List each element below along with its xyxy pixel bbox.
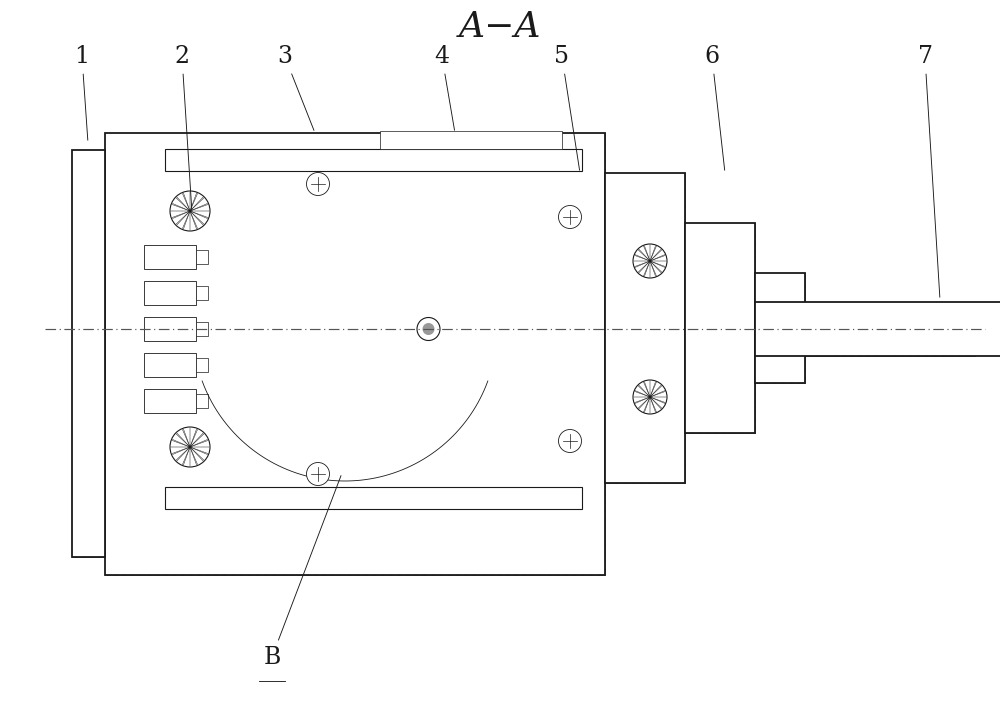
- Bar: [680, 304, 758, 354]
- Text: 7: 7: [918, 46, 940, 298]
- Text: 6: 6: [704, 46, 725, 170]
- Bar: [605, 173, 685, 483]
- Bar: [685, 223, 755, 433]
- Circle shape: [422, 323, 434, 335]
- Bar: [196, 358, 208, 372]
- Circle shape: [170, 427, 210, 467]
- Bar: [144, 317, 196, 341]
- Bar: [196, 322, 208, 336]
- Bar: [562, 291, 620, 367]
- Text: 1: 1: [74, 46, 90, 140]
- Bar: [270, 217, 587, 247]
- Bar: [165, 487, 582, 509]
- Bar: [605, 257, 685, 401]
- Bar: [144, 389, 196, 413]
- Text: 3: 3: [278, 46, 314, 130]
- Bar: [295, 217, 562, 441]
- Bar: [380, 131, 562, 149]
- Bar: [105, 133, 605, 575]
- Text: 5: 5: [554, 46, 580, 170]
- Text: 2: 2: [174, 46, 192, 210]
- Bar: [165, 149, 582, 171]
- Bar: [605, 173, 685, 483]
- Circle shape: [417, 317, 440, 341]
- Bar: [685, 223, 755, 433]
- Bar: [72, 150, 105, 557]
- Bar: [144, 245, 196, 269]
- Bar: [755, 273, 805, 383]
- Bar: [144, 281, 196, 305]
- Bar: [196, 250, 208, 264]
- Bar: [196, 286, 208, 300]
- Circle shape: [170, 191, 210, 231]
- Circle shape: [633, 244, 667, 278]
- Text: A−A: A−A: [459, 10, 541, 44]
- Bar: [105, 133, 605, 575]
- Bar: [755, 302, 1000, 356]
- Circle shape: [306, 462, 330, 486]
- Circle shape: [306, 173, 330, 195]
- Bar: [165, 487, 582, 509]
- Text: B: B: [263, 476, 341, 668]
- Bar: [685, 282, 755, 376]
- Bar: [165, 171, 582, 487]
- Bar: [270, 411, 587, 441]
- Bar: [165, 149, 582, 171]
- Bar: [235, 287, 295, 371]
- Circle shape: [633, 380, 667, 414]
- Text: 4: 4: [434, 46, 455, 130]
- Bar: [755, 302, 975, 356]
- Circle shape: [558, 429, 582, 453]
- Bar: [144, 353, 196, 377]
- Bar: [72, 150, 105, 557]
- Bar: [196, 394, 208, 408]
- Bar: [755, 273, 805, 383]
- Circle shape: [558, 205, 582, 228]
